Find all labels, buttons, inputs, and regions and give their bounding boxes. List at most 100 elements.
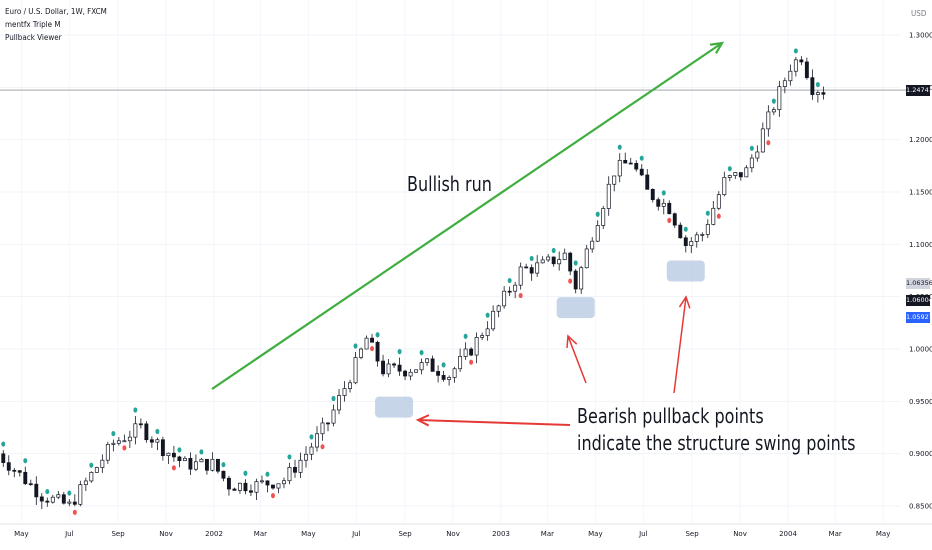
candle	[716, 191, 721, 211]
price-tag-high: 1.06356	[906, 278, 932, 289]
candle	[221, 470, 226, 482]
bearish-marker	[171, 465, 176, 471]
bullish-marker	[815, 81, 820, 88]
candle	[744, 165, 749, 178]
candle	[67, 499, 72, 507]
pullback-markers	[1, 48, 820, 515]
candle	[535, 255, 540, 277]
candle	[144, 421, 149, 443]
candle	[447, 375, 452, 386]
candle	[193, 454, 198, 472]
candle	[243, 479, 248, 495]
bullish-marker	[265, 471, 270, 477]
bullish-marker	[397, 349, 402, 355]
candle	[293, 459, 297, 478]
bullish-marker	[23, 458, 28, 464]
candle	[430, 355, 435, 372]
candle	[557, 251, 562, 271]
candle	[485, 321, 490, 341]
candle	[419, 358, 424, 375]
price-tag-low: 1.05927	[906, 312, 932, 323]
candle	[353, 351, 358, 385]
bullish-marker	[573, 260, 578, 266]
bearish-marker	[667, 217, 672, 224]
pullback-highlight	[556, 297, 595, 319]
candle	[518, 262, 523, 290]
bullish-marker	[89, 462, 94, 468]
y-axis: 1.300001.250001.200001.150001.100001.050…	[0, 32, 932, 511]
candle	[56, 490, 61, 500]
candle	[738, 172, 743, 181]
x-tick-label: Mar	[829, 530, 842, 538]
bearish-marker	[568, 278, 573, 284]
candle	[282, 477, 286, 489]
pullback-highlight	[375, 396, 414, 418]
bearish-marker	[469, 359, 474, 365]
candle	[298, 452, 303, 478]
candle	[474, 332, 479, 364]
candle	[458, 348, 463, 372]
candle	[705, 219, 710, 238]
candle	[100, 454, 105, 473]
bearish-marker	[716, 213, 721, 219]
candle	[645, 169, 650, 190]
candle	[254, 478, 259, 501]
candle	[133, 416, 138, 445]
bullish-marker	[221, 462, 226, 468]
x-tick-label: Nov	[159, 530, 173, 538]
bullish-marker	[529, 255, 534, 262]
x-tick-label: Nov	[733, 530, 747, 538]
trend-arrow	[211, 41, 725, 390]
candle	[381, 354, 386, 377]
candle	[370, 333, 374, 343]
pullback-highlight	[666, 260, 705, 282]
bullish-marker	[111, 430, 116, 437]
candle	[634, 160, 639, 172]
candle	[78, 480, 83, 507]
candle	[105, 441, 110, 464]
candle	[771, 107, 776, 116]
candle	[507, 286, 512, 296]
x-tick-label: Jul	[351, 530, 361, 538]
candle	[320, 417, 325, 441]
bearish-marker	[766, 140, 771, 146]
candle	[210, 452, 215, 472]
candle	[711, 201, 716, 226]
candle	[601, 205, 606, 230]
candle	[337, 389, 341, 415]
legend-indicator-pullback-viewer[interactable]: Pullback Viewer	[5, 33, 62, 42]
bullish-marker	[133, 407, 138, 413]
legend-symbol[interactable]: Euro / U.S. Dollar, 1W, FXCM	[5, 7, 107, 16]
candle	[271, 484, 275, 490]
pullback-arrow-1	[415, 414, 571, 427]
candle	[127, 430, 132, 448]
candle	[425, 357, 430, 366]
x-tick-label: 2003	[492, 530, 510, 538]
candle	[777, 80, 782, 117]
bullish-marker	[661, 190, 666, 196]
bullish-marker	[793, 48, 798, 54]
y-tick-label: 0.85000	[909, 503, 932, 511]
legend-indicator-triple-m[interactable]: mentfx Triple M	[5, 20, 61, 29]
candle	[656, 197, 661, 211]
candle	[89, 471, 94, 483]
currency-label: USD	[911, 9, 927, 18]
candle	[315, 426, 319, 452]
candle	[149, 436, 154, 448]
y-tick-label: 1.30000	[909, 32, 932, 40]
pullback-arrow-3	[673, 295, 691, 394]
candle	[408, 368, 413, 381]
candle	[348, 379, 352, 393]
bullish-marker	[595, 211, 600, 217]
annotation-pullback-text: Bearish pullback points indicate the str…	[577, 403, 855, 457]
bearish-marker	[122, 445, 127, 451]
candle	[788, 64, 793, 86]
bullish-marker	[67, 490, 72, 496]
annotation-line-2: indicate the structure swing points	[577, 431, 856, 455]
candle	[617, 153, 622, 183]
bullish-marker	[639, 155, 644, 161]
candle	[491, 305, 496, 332]
candle	[722, 171, 727, 197]
